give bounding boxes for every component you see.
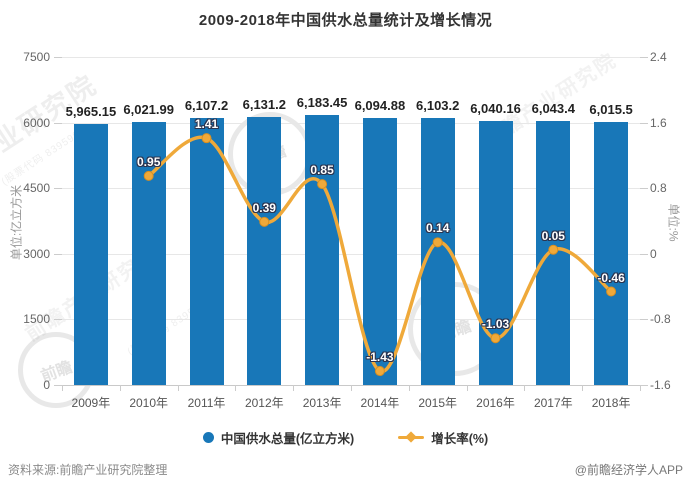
- y-axis-label-right: 1.6: [650, 115, 667, 130]
- bar: [189, 117, 224, 385]
- x-axis-tick: [119, 385, 121, 391]
- legend-label: 增长率(%): [431, 432, 489, 446]
- y-axis-tick: [54, 188, 62, 190]
- x-axis-tick: [351, 385, 352, 391]
- y-axis-title-right: 单位:%: [666, 203, 681, 242]
- y-axis-tick: [640, 319, 648, 321]
- bar-value-label: 6,021.99: [123, 101, 174, 117]
- legend-line-diamond-icon: [398, 431, 425, 443]
- data-source-note: 资料来源:前瞻产业研究院整理: [8, 463, 168, 477]
- x-axis-label: 2013年: [302, 396, 342, 410]
- line-value-label: -1.43: [366, 350, 394, 365]
- y-axis-label-left: 0: [43, 378, 50, 392]
- bar: [305, 114, 340, 385]
- y-axis-label-right: -0.8: [650, 312, 671, 327]
- x-axis-tick: [640, 385, 641, 391]
- bar: [420, 118, 455, 385]
- bar: [594, 121, 629, 385]
- x-axis-label: 2017年: [533, 396, 573, 410]
- bar: [536, 120, 571, 385]
- x-axis-label: 2009年: [71, 396, 111, 410]
- y-axis-label-right: 0.8: [650, 181, 667, 196]
- x-axis-tick: [293, 385, 295, 391]
- bar-value-label: 6,015.5: [589, 101, 633, 117]
- legend-circle-icon: [202, 432, 214, 443]
- bar-value-label: 6,107.2: [184, 97, 229, 113]
- chart-title: 2009-2018年中国供水总量统计及增长情况: [198, 12, 493, 29]
- y-axis-tick: [54, 385, 62, 386]
- y-axis-label-left: 3000: [23, 246, 50, 261]
- y-axis-tick: [640, 253, 648, 255]
- legend-item: 中国供水总量(亿立方米): [202, 428, 355, 447]
- bar: [73, 124, 108, 385]
- x-axis-label: 2018年: [591, 396, 631, 410]
- x-axis-label: 2011年: [187, 396, 226, 410]
- y-axis-tick: [640, 57, 648, 58]
- legend-label: 中国供水总量(亿立方米): [220, 432, 355, 446]
- y-axis-label-right: 2.4: [650, 50, 667, 64]
- y-axis-label-right: 0: [650, 246, 657, 261]
- x-axis-tick: [466, 385, 468, 391]
- line-value-label: 0.14: [426, 221, 450, 236]
- y-axis-tick: [640, 385, 648, 386]
- x-axis-tick: [177, 385, 179, 391]
- x-axis-tick: [62, 385, 63, 391]
- legend-item: 增长率(%): [398, 428, 488, 447]
- bar-value-label: 6,040.16: [470, 100, 521, 116]
- y-axis-label-right: -1.6: [650, 378, 671, 392]
- line-value-label: 0.95: [137, 154, 161, 169]
- y-axis-label-left: 1500: [23, 312, 50, 327]
- chart-legend: 中国供水总量(亿立方米) 增长率(%): [0, 428, 691, 447]
- x-axis-tick: [408, 385, 410, 391]
- bar-value-label: 6,094.88: [354, 98, 406, 114]
- y-axis-tick: [54, 57, 62, 58]
- x-axis-tick: [582, 385, 584, 391]
- y-axis-label-left: 4500: [23, 181, 50, 196]
- x-axis-tick: [235, 385, 237, 391]
- bar-value-label: 6,043.4: [531, 100, 575, 116]
- y-axis-label-left: 6000: [23, 115, 50, 130]
- y-axis-label-left: 7500: [23, 50, 50, 64]
- y-axis-tick: [54, 253, 62, 255]
- x-axis-label: 2016年: [476, 396, 515, 410]
- bar: [478, 120, 513, 385]
- grid-line: [62, 57, 640, 58]
- line-value-label: 0.39: [252, 200, 276, 215]
- bar: [247, 116, 282, 385]
- bar-value-label: 6,131.2: [242, 96, 286, 112]
- y-axis-tick: [54, 122, 62, 124]
- bar: [362, 118, 397, 385]
- bar-value-label: 5,965.15: [65, 104, 117, 120]
- x-axis-tick: [524, 385, 526, 391]
- line-value-label: 0.05: [541, 228, 565, 243]
- line-value-label: -0.46: [597, 270, 625, 285]
- y-axis-tick: [640, 188, 648, 190]
- y-axis-tick: [54, 319, 62, 321]
- x-axis-label: 2015年: [418, 396, 458, 410]
- line-value-label: 1.41: [194, 117, 219, 132]
- line-value-label: -1.03: [481, 317, 510, 332]
- bar-value-label: 6,103.2: [416, 98, 460, 114]
- line-value-label: 0.85: [310, 163, 334, 178]
- x-axis-label: 2010年: [129, 396, 169, 410]
- x-axis-label: 2014年: [360, 396, 400, 410]
- y-axis-tick: [640, 122, 648, 124]
- grid-line: [62, 122, 640, 124]
- x-axis-label: 2012年: [244, 396, 284, 410]
- bar-value-label: 6,183.45: [296, 94, 348, 110]
- credit-note: @前瞻经济学人APP: [574, 463, 683, 477]
